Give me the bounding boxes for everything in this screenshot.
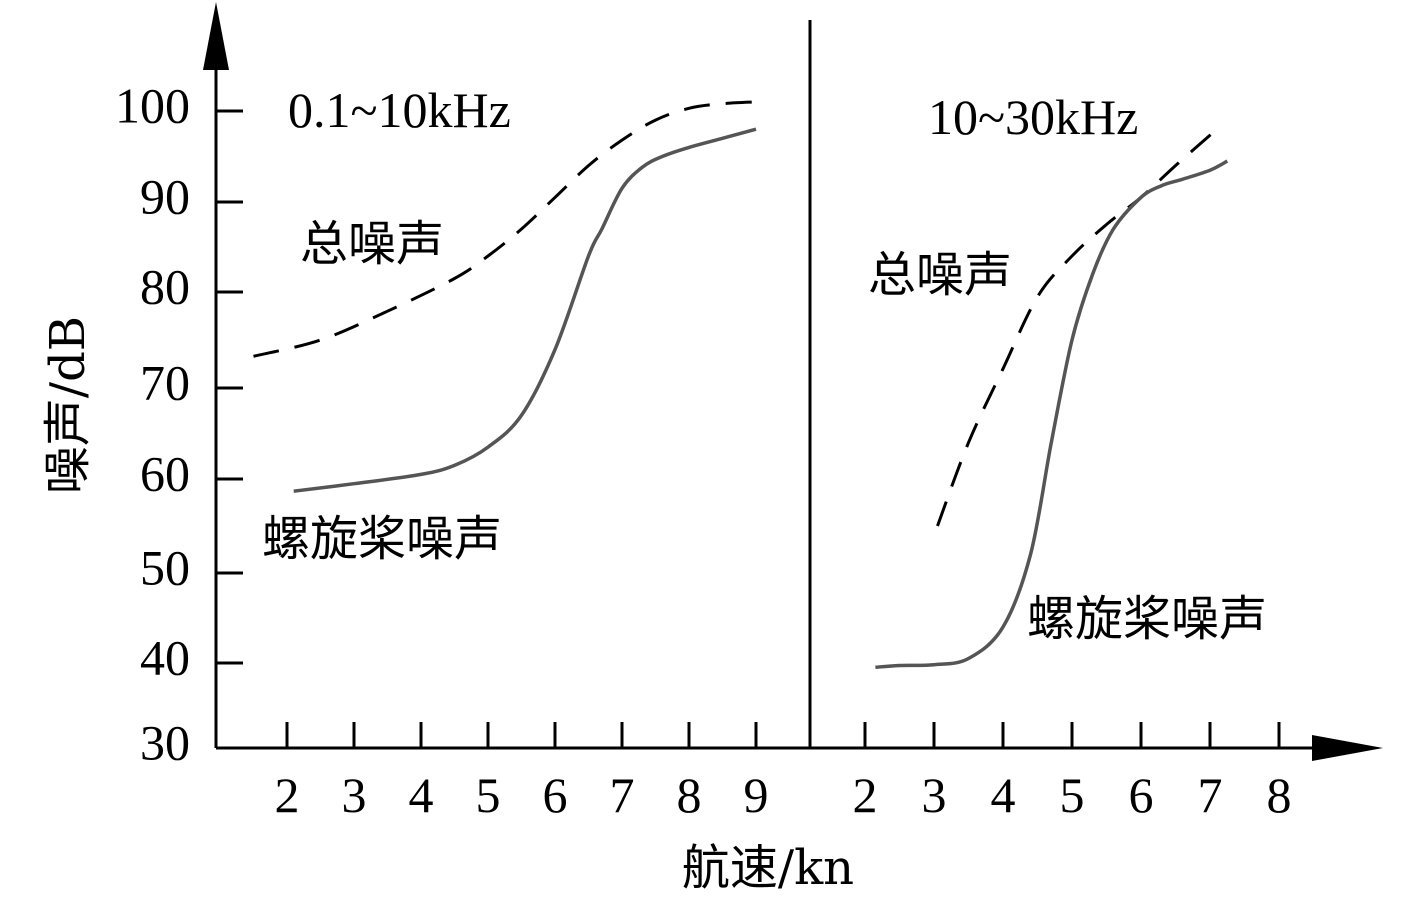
panel-title-right: 10~30kHz	[928, 89, 1138, 145]
y-tick-label: 30	[140, 714, 190, 770]
y-tick-label: 100	[115, 77, 190, 133]
right-propeller-noise-label: 螺旋桨噪声	[1027, 591, 1267, 647]
x-tick-label: 6	[543, 767, 568, 823]
x-tick-label: 5	[476, 767, 501, 823]
x-tick-label: 5	[1060, 767, 1085, 823]
y-tick-label: 60	[140, 445, 190, 501]
series-lines	[253, 100, 1229, 670]
y-axis-arrow	[203, 2, 229, 70]
y-ticks: 100 90 80 70 60 50 40 30	[115, 77, 243, 770]
left-propeller-noise-label: 螺旋桨噪声	[262, 511, 502, 567]
x-tick-label: 3	[922, 767, 947, 823]
x-tick-label: 9	[744, 767, 769, 823]
x-tick-label: 8	[677, 767, 702, 823]
right-total-noise-line	[936, 128, 1218, 527]
x-tick-label: 7	[1198, 767, 1223, 823]
right-propeller-noise-line	[875, 159, 1229, 670]
x-tick-label: 6	[1129, 767, 1154, 823]
x-tick-label: 8	[1267, 767, 1292, 823]
x-tick-label: 3	[342, 767, 367, 823]
y-tick-label: 50	[140, 539, 190, 595]
x-tick-label: 2	[853, 767, 878, 823]
y-tick-label: 40	[140, 629, 190, 685]
x-axis-arrow	[1312, 735, 1383, 761]
x-tick-label: 2	[275, 767, 300, 823]
x-tick-label: 4	[409, 767, 434, 823]
y-axis-title: 噪声/dB	[40, 316, 96, 494]
left-propeller-noise-line	[293, 127, 757, 493]
panel-title-left: 0.1~10kHz	[288, 82, 511, 138]
left-total-noise-line	[253, 100, 757, 358]
x-tick-label: 4	[991, 767, 1016, 823]
x-axis-title: 航速/kn	[682, 840, 854, 896]
y-tick-label: 70	[140, 354, 190, 410]
x-tick-label: 7	[610, 767, 635, 823]
y-tick-label: 80	[140, 258, 190, 314]
right-total-noise-label: 总噪声	[868, 247, 1012, 303]
left-total-noise-label: 总噪声	[300, 216, 444, 272]
y-tick-label: 90	[140, 168, 190, 224]
